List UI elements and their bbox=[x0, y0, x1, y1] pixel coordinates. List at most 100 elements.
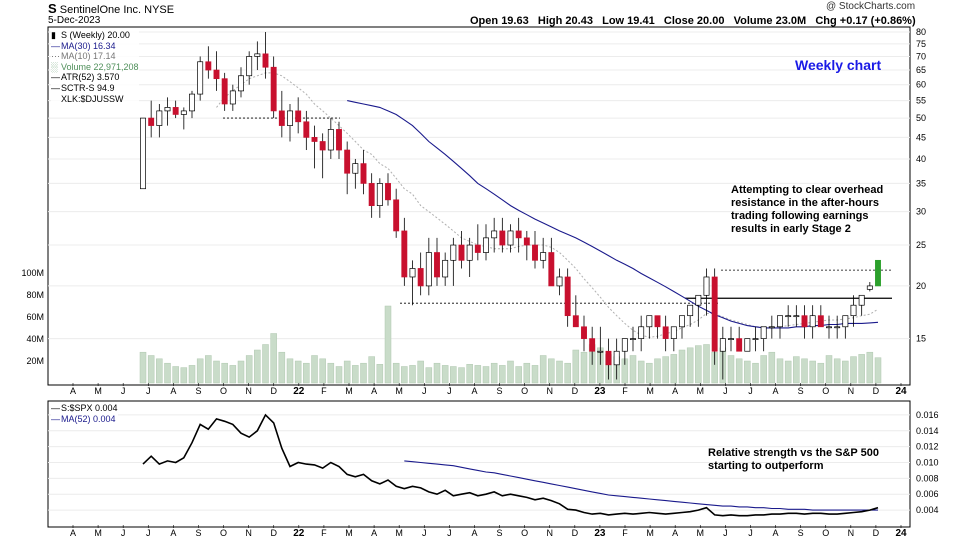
x-tick-label: O bbox=[521, 386, 528, 396]
legend-item-atr: —ATR(52) 3.570 bbox=[51, 72, 120, 83]
line-icon: — bbox=[51, 413, 60, 424]
candle-body bbox=[401, 230, 408, 278]
x-tick-label: O bbox=[521, 528, 528, 538]
candle-body bbox=[548, 252, 555, 287]
volume-bar bbox=[703, 344, 710, 384]
price-annotation: Attempting to clear overhead resistance … bbox=[731, 184, 884, 235]
volume-bar bbox=[205, 355, 212, 384]
volume-bar bbox=[147, 355, 155, 384]
x-tick-label: M bbox=[395, 528, 403, 538]
price-tick-label: 70 bbox=[916, 51, 926, 61]
x-tick-label: J bbox=[748, 386, 753, 396]
volume-bar bbox=[164, 362, 171, 384]
x-tick-label: 24 bbox=[895, 528, 907, 539]
ohlc-summary: Open 19.63 High 20.43 Low 19.41 Close 20… bbox=[470, 15, 916, 27]
x-tick-label: 24 bbox=[895, 386, 907, 397]
x-tick-label: A bbox=[672, 386, 678, 396]
x-tick-label: M bbox=[697, 528, 705, 538]
exchange: NYSE bbox=[144, 4, 175, 16]
legend-item-volume: ░ Volume 22,971,208 bbox=[51, 61, 139, 72]
volume-bar bbox=[392, 362, 400, 384]
volume-bar bbox=[531, 365, 539, 384]
x-tick-label: O bbox=[220, 386, 227, 396]
candle-body bbox=[581, 326, 587, 339]
volume-bar bbox=[360, 362, 367, 384]
candle-body bbox=[752, 338, 759, 340]
volume-bar bbox=[784, 360, 792, 384]
candle-body bbox=[638, 326, 645, 339]
volume-bar bbox=[695, 345, 702, 384]
x-tick-label: J bbox=[723, 386, 728, 396]
volume-bar bbox=[352, 365, 359, 384]
candle-body bbox=[744, 338, 751, 352]
candle-body bbox=[662, 326, 669, 339]
candle-body bbox=[140, 117, 146, 190]
volume-bar bbox=[507, 360, 514, 384]
x-tick-label: O bbox=[822, 528, 829, 538]
volume-bar bbox=[523, 362, 531, 384]
x-tick-label: 22 bbox=[293, 386, 305, 397]
candle-body bbox=[417, 268, 424, 287]
ma30-line bbox=[347, 100, 879, 329]
price-tick-label: 30 bbox=[916, 207, 926, 217]
volume-bar bbox=[294, 360, 302, 384]
candle-body bbox=[556, 276, 563, 287]
legend-item-rs-ma: —MA(52) 0.004 bbox=[51, 413, 116, 424]
price-tick-label: 20 bbox=[916, 281, 926, 291]
volume-bar bbox=[172, 366, 179, 384]
x-tick-label: N bbox=[245, 528, 252, 538]
candle-body bbox=[295, 110, 302, 123]
x-tick-label: A bbox=[70, 528, 76, 538]
x-tick-label: S bbox=[497, 386, 503, 396]
high-value: 20.43 bbox=[565, 15, 593, 27]
candle-body bbox=[875, 259, 881, 287]
volume-bar bbox=[752, 362, 759, 384]
candle-body bbox=[238, 75, 244, 92]
candle-body bbox=[695, 294, 702, 306]
open-value: 19.63 bbox=[501, 15, 529, 27]
legend-item-price: ▮ S (Weekly) 20.00 bbox=[51, 30, 130, 40]
x-tick-label: 23 bbox=[594, 386, 606, 397]
close-value: 20.00 bbox=[696, 15, 725, 27]
volume-value: 23.0M bbox=[775, 15, 807, 27]
volume-bar bbox=[817, 362, 825, 384]
x-tick-label: A bbox=[471, 528, 477, 538]
candle-body bbox=[229, 90, 236, 105]
legend-item-sector: XLK:$DJUSSW bbox=[61, 93, 124, 104]
volume-bar bbox=[401, 366, 408, 384]
candle-body bbox=[842, 315, 849, 328]
candle-body bbox=[156, 110, 163, 126]
volume-bar bbox=[670, 354, 678, 384]
rs-tick-label: 0.016 bbox=[916, 410, 939, 420]
candle-body bbox=[523, 237, 530, 246]
dotted-line-icon: ⋯ bbox=[51, 51, 60, 62]
x-tick-label: J bbox=[146, 386, 151, 396]
legend-item-rs: —S:$SPX 0.004 bbox=[51, 403, 118, 413]
volume-bar bbox=[580, 351, 588, 384]
volume-bar bbox=[515, 366, 522, 384]
volume-bar bbox=[319, 358, 326, 384]
volume-bar bbox=[637, 360, 645, 384]
volume-tick-label: 100M bbox=[21, 268, 44, 278]
rs-panel-frame bbox=[47, 400, 911, 528]
x-tick-label: F bbox=[622, 386, 628, 396]
x-tick-label: M bbox=[697, 386, 705, 396]
volume-bar bbox=[490, 362, 498, 384]
legend-item-sctr: —SCTR-S 94.9 bbox=[51, 82, 115, 93]
candle-body bbox=[605, 350, 612, 366]
candle-body bbox=[768, 326, 775, 329]
volume-bar bbox=[229, 365, 237, 384]
x-tick-label: J bbox=[422, 528, 427, 538]
x-tick-label: J bbox=[146, 528, 151, 538]
volume-bar bbox=[188, 365, 196, 384]
x-tick-label: A bbox=[371, 386, 377, 396]
volume-bar bbox=[139, 351, 147, 384]
volume-bar bbox=[572, 349, 580, 384]
x-tick-label: A bbox=[471, 386, 477, 396]
legend-item-ma30: —MA(30) 16.34 bbox=[51, 40, 116, 51]
x-tick-label: N bbox=[546, 528, 553, 538]
candle-body bbox=[793, 315, 800, 318]
volume-bar bbox=[237, 360, 245, 384]
x-tick-label: M bbox=[94, 386, 102, 396]
rs-tick-label: 0.004 bbox=[916, 505, 939, 515]
